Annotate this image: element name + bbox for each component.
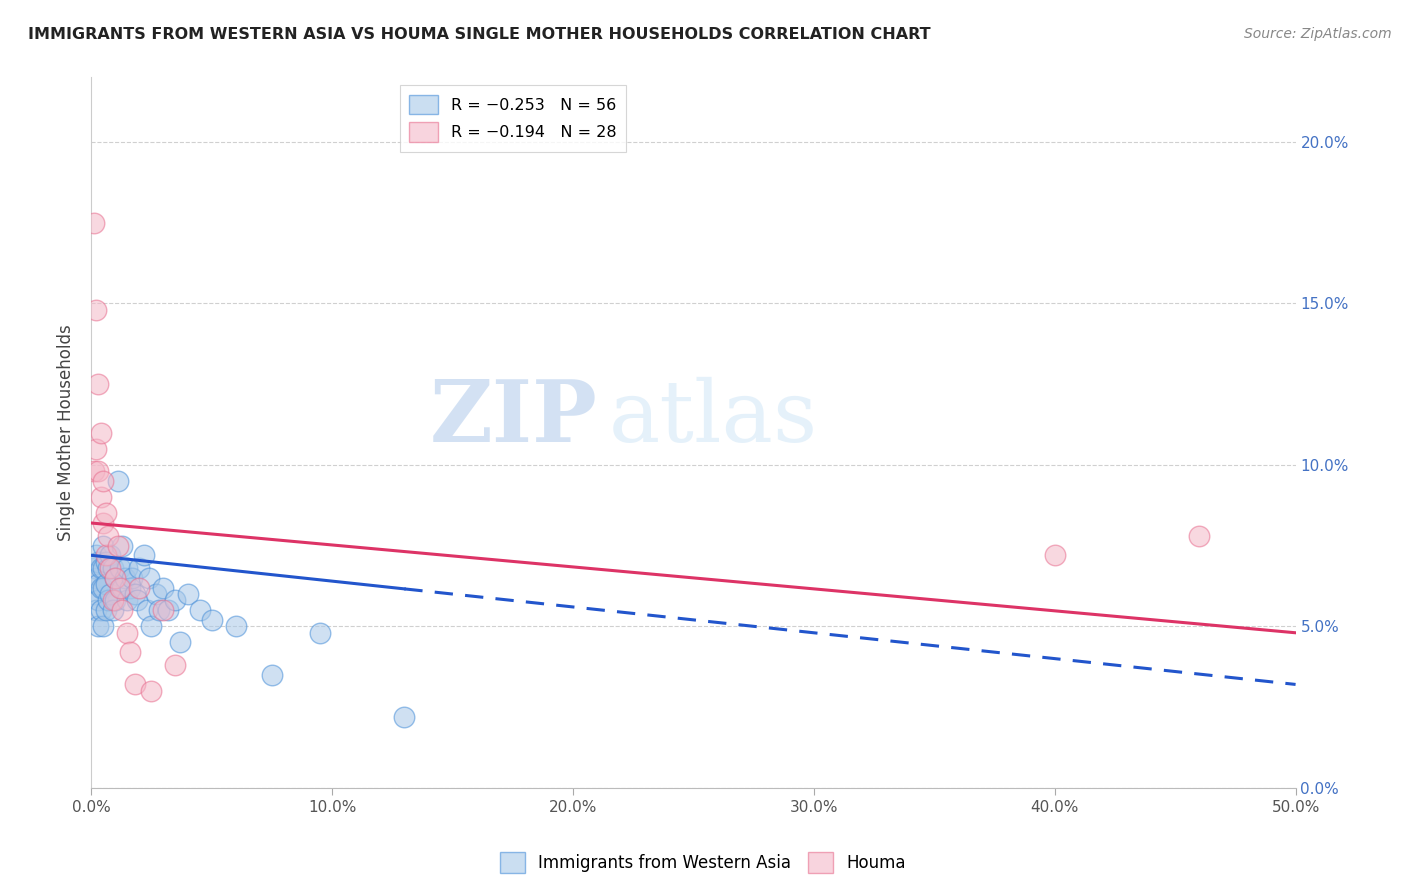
Point bbox=[104, 571, 127, 585]
Point bbox=[141, 684, 163, 698]
Point bbox=[91, 539, 114, 553]
Point bbox=[90, 490, 112, 504]
Point bbox=[128, 581, 150, 595]
Point bbox=[94, 577, 117, 591]
Point bbox=[90, 561, 112, 575]
Point bbox=[87, 619, 110, 633]
Point bbox=[165, 658, 187, 673]
Point bbox=[94, 549, 117, 563]
Point bbox=[225, 619, 247, 633]
Point bbox=[87, 577, 110, 591]
Point bbox=[100, 561, 122, 575]
Point bbox=[100, 549, 122, 563]
Point bbox=[104, 593, 127, 607]
Point bbox=[84, 302, 107, 317]
Point bbox=[94, 555, 117, 569]
Point bbox=[141, 619, 163, 633]
Point bbox=[83, 464, 105, 478]
Point bbox=[124, 677, 146, 691]
Point bbox=[90, 581, 112, 595]
Point bbox=[114, 571, 136, 585]
Point bbox=[101, 603, 124, 617]
Point bbox=[152, 581, 174, 595]
Point bbox=[87, 464, 110, 478]
Point bbox=[87, 555, 110, 569]
Point bbox=[91, 474, 114, 488]
Point bbox=[91, 581, 114, 595]
Point bbox=[125, 593, 148, 607]
Point bbox=[117, 593, 139, 607]
Point bbox=[111, 581, 134, 595]
Point bbox=[121, 571, 143, 585]
Text: atlas: atlas bbox=[609, 376, 818, 460]
Point bbox=[104, 571, 127, 585]
Point bbox=[83, 587, 105, 601]
Point bbox=[108, 581, 131, 595]
Point bbox=[165, 593, 187, 607]
Point bbox=[91, 561, 114, 575]
Point bbox=[200, 613, 222, 627]
Point bbox=[1188, 529, 1211, 543]
Point bbox=[157, 603, 180, 617]
Point bbox=[84, 603, 107, 617]
Point bbox=[169, 635, 191, 649]
Point bbox=[91, 516, 114, 530]
Point bbox=[97, 529, 120, 543]
Point bbox=[135, 603, 157, 617]
Point bbox=[100, 587, 122, 601]
Point bbox=[118, 645, 141, 659]
Point bbox=[107, 474, 129, 488]
Point bbox=[84, 442, 107, 456]
Point bbox=[101, 593, 124, 607]
Point bbox=[118, 581, 141, 595]
Point bbox=[134, 549, 156, 563]
Point bbox=[97, 561, 120, 575]
Point bbox=[309, 625, 332, 640]
Point bbox=[117, 561, 139, 575]
Point bbox=[128, 561, 150, 575]
Point bbox=[124, 587, 146, 601]
Point bbox=[188, 603, 211, 617]
Point bbox=[83, 561, 105, 575]
Point bbox=[260, 667, 283, 681]
Point bbox=[84, 571, 107, 585]
Point bbox=[1043, 549, 1066, 563]
Point bbox=[107, 539, 129, 553]
Point bbox=[90, 603, 112, 617]
Point bbox=[145, 587, 167, 601]
Point bbox=[111, 539, 134, 553]
Point bbox=[108, 561, 131, 575]
Text: ZIP: ZIP bbox=[429, 376, 598, 460]
Point bbox=[84, 549, 107, 563]
Point bbox=[97, 593, 120, 607]
Point bbox=[101, 561, 124, 575]
Point bbox=[90, 425, 112, 440]
Y-axis label: Single Mother Households: Single Mother Households bbox=[58, 324, 75, 541]
Legend: Immigrants from Western Asia, Houma: Immigrants from Western Asia, Houma bbox=[494, 846, 912, 880]
Point bbox=[87, 377, 110, 392]
Point bbox=[138, 571, 160, 585]
Point bbox=[87, 593, 110, 607]
Text: Source: ZipAtlas.com: Source: ZipAtlas.com bbox=[1244, 27, 1392, 41]
Point bbox=[94, 603, 117, 617]
Text: IMMIGRANTS FROM WESTERN ASIA VS HOUMA SINGLE MOTHER HOUSEHOLDS CORRELATION CHART: IMMIGRANTS FROM WESTERN ASIA VS HOUMA SI… bbox=[28, 27, 931, 42]
Point bbox=[94, 506, 117, 520]
Point bbox=[394, 710, 416, 724]
Point bbox=[176, 587, 198, 601]
Point bbox=[91, 619, 114, 633]
Point bbox=[117, 625, 139, 640]
Legend: R = −0.253   N = 56, R = −0.194   N = 28: R = −0.253 N = 56, R = −0.194 N = 28 bbox=[399, 86, 626, 152]
Point bbox=[111, 603, 134, 617]
Point bbox=[83, 216, 105, 230]
Point bbox=[148, 603, 170, 617]
Point bbox=[152, 603, 174, 617]
